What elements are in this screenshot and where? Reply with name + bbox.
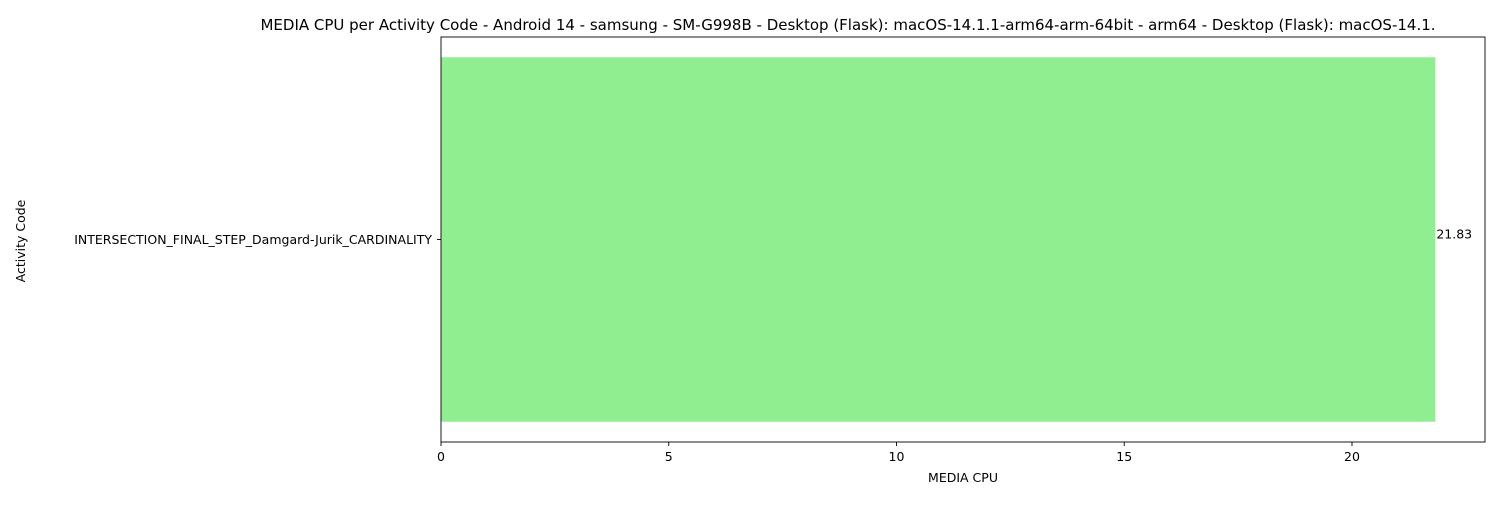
bars-group: 21.83 (441, 57, 1472, 422)
x-axis-ticks: 0 5 10 15 20 (437, 442, 1360, 464)
x-tick-label: 5 (665, 449, 673, 464)
x-tick-label: 10 (889, 449, 905, 464)
bar-value-label: 21.83 (1436, 227, 1472, 242)
chart-title: MEDIA CPU per Activity Code - Android 14… (260, 16, 1435, 34)
x-tick-label: 0 (437, 449, 445, 464)
y-axis-label: Activity Code (13, 199, 28, 282)
y-tick-label: INTERSECTION_FINAL_STEP_Damgard-Jurik_CA… (74, 232, 432, 247)
x-axis-label: MEDIA CPU (928, 470, 998, 485)
x-tick-label: 15 (1116, 449, 1132, 464)
bar (441, 57, 1436, 422)
y-axis-ticks: INTERSECTION_FINAL_STEP_Damgard-Jurik_CA… (74, 232, 441, 247)
x-tick-label: 20 (1344, 449, 1360, 464)
